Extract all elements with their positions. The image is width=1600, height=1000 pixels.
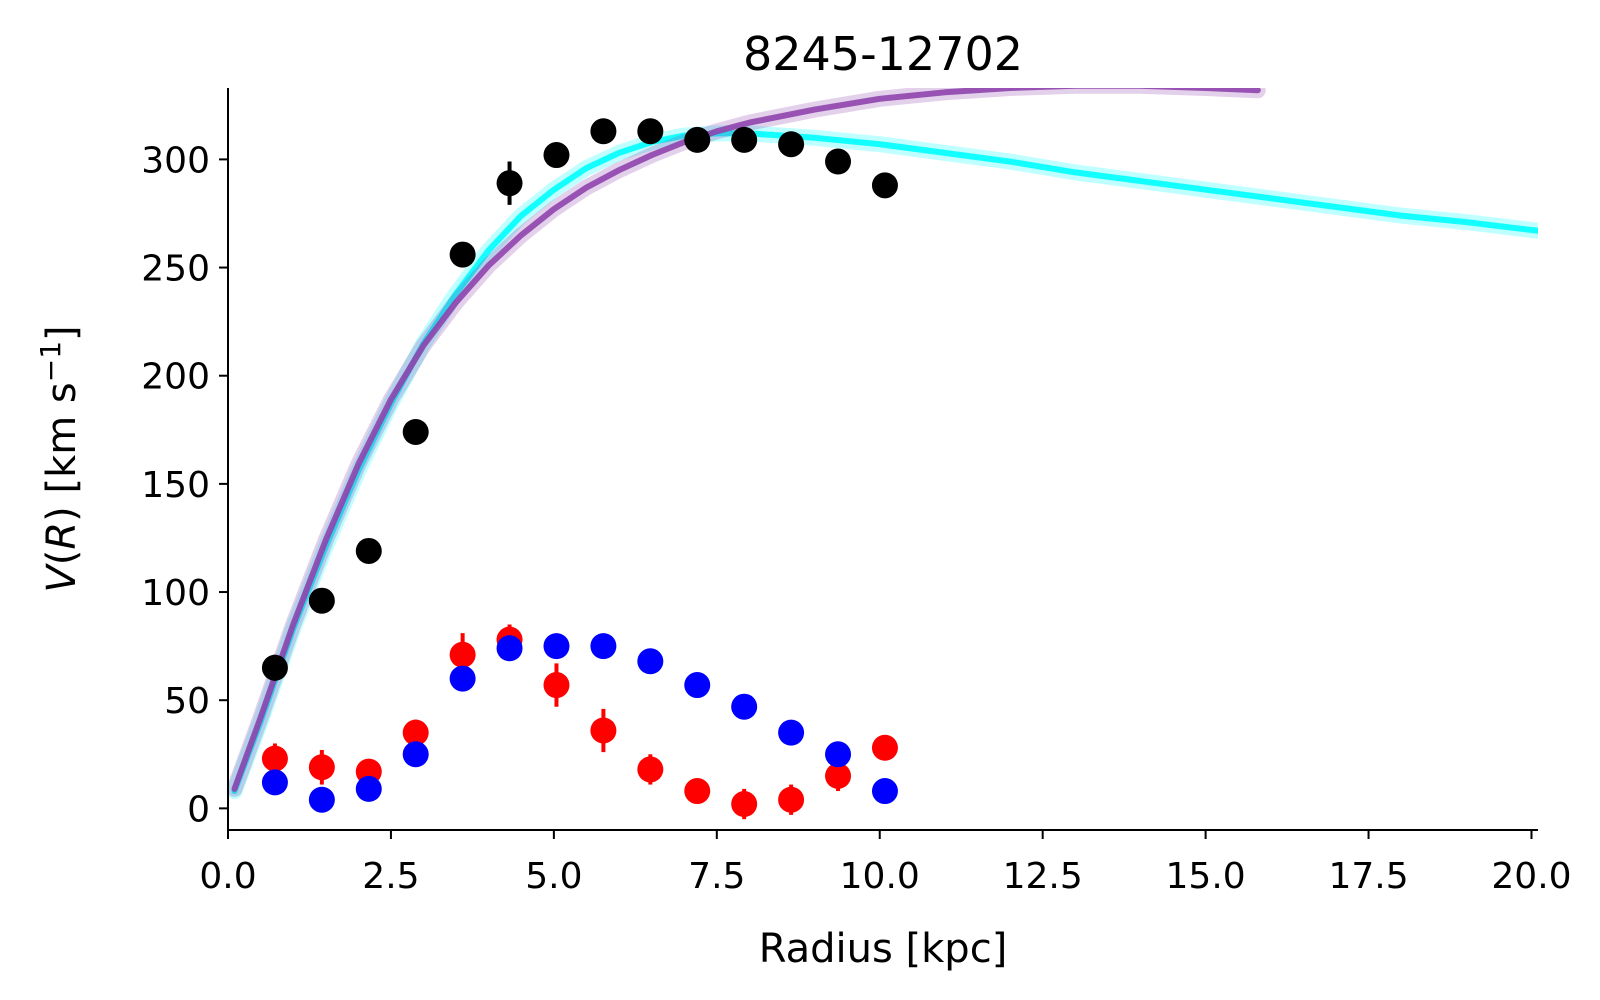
y-label-close: ) — [39, 506, 85, 522]
x-tick-label: 12.5 — [1003, 856, 1083, 897]
y-tick-label: 0 — [187, 789, 210, 830]
blue-point — [684, 672, 711, 699]
red-point — [261, 745, 288, 772]
blue-point — [731, 693, 758, 720]
total-point — [308, 587, 335, 614]
blue-point — [355, 775, 382, 802]
total-point — [871, 172, 898, 199]
y-tick-label: 100 — [141, 573, 210, 614]
x-tick-label: 5.0 — [525, 856, 582, 897]
model-curves — [228, 88, 1538, 800]
purple-model-line — [231, 88, 1261, 792]
y-label-end: ] — [39, 325, 85, 341]
y-label-r: R — [39, 522, 85, 550]
total-point — [402, 418, 429, 445]
blue-point — [825, 741, 852, 768]
x-tick-label: 10.0 — [840, 856, 920, 897]
total-point — [261, 654, 288, 681]
total-point — [684, 126, 711, 153]
chart-title: 8245-12702 — [743, 27, 1023, 81]
y-label-exponent: −1 — [34, 341, 67, 382]
red-point — [871, 734, 898, 761]
red-point — [637, 756, 664, 783]
blue-point — [496, 635, 523, 662]
red-point — [731, 791, 758, 818]
red-point — [778, 786, 805, 813]
blue-point — [637, 648, 664, 675]
blue-point — [778, 719, 805, 746]
total-point — [449, 241, 476, 268]
blue-point — [590, 633, 617, 660]
x-tick-label: 15.0 — [1166, 856, 1246, 897]
y-label-v: V — [39, 563, 85, 593]
total-point — [355, 537, 382, 564]
total-point — [731, 126, 758, 153]
y-axis-ticks: 0 50 100 150 200 250 300 — [141, 140, 228, 830]
total-point — [778, 131, 805, 158]
total-point — [543, 142, 570, 169]
total-point — [590, 118, 617, 145]
y-tick-label: 150 — [141, 465, 210, 506]
red-point — [825, 762, 852, 789]
x-tick-label: 7.5 — [688, 856, 745, 897]
x-tick-label: 0.0 — [199, 856, 256, 897]
data-points — [261, 118, 898, 818]
total-point — [496, 170, 523, 197]
y-axis-title: V(R) [km s−1] — [34, 325, 85, 592]
total-point — [637, 118, 664, 145]
cyan-model-line — [231, 130, 1538, 795]
blue-point — [449, 665, 476, 692]
cyan-model-band — [228, 125, 1538, 800]
total-point — [825, 148, 852, 175]
blue-point — [261, 769, 288, 796]
blue-point — [543, 633, 570, 660]
x-axis-ticks: 0.0 2.5 5.0 7.5 10.0 12.5 15.0 17.5 20.0 — [199, 830, 1572, 897]
red-point — [402, 719, 429, 746]
red-point — [449, 641, 476, 668]
x-axis-title: Radius [kpc] — [759, 926, 1008, 972]
x-tick-label: 2.5 — [362, 856, 419, 897]
red-point — [543, 672, 570, 699]
red-point — [308, 754, 335, 781]
y-tick-label: 50 — [164, 681, 210, 722]
purple-model-band — [228, 88, 1266, 797]
y-label-open: ( — [39, 550, 85, 566]
y-tick-label: 250 — [141, 249, 210, 290]
y-label-units: [km s — [39, 382, 85, 506]
red-point — [590, 717, 617, 744]
blue-point — [402, 741, 429, 768]
blue-point — [871, 778, 898, 805]
y-tick-label: 300 — [141, 140, 210, 181]
x-tick-label: 20.0 — [1491, 856, 1571, 897]
y-tick-label: 200 — [141, 357, 210, 398]
blue-point — [308, 786, 335, 813]
x-tick-label: 17.5 — [1328, 856, 1408, 897]
red-point — [684, 778, 711, 805]
